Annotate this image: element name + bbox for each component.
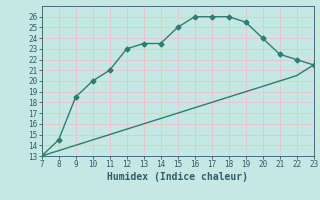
X-axis label: Humidex (Indice chaleur): Humidex (Indice chaleur): [107, 172, 248, 182]
